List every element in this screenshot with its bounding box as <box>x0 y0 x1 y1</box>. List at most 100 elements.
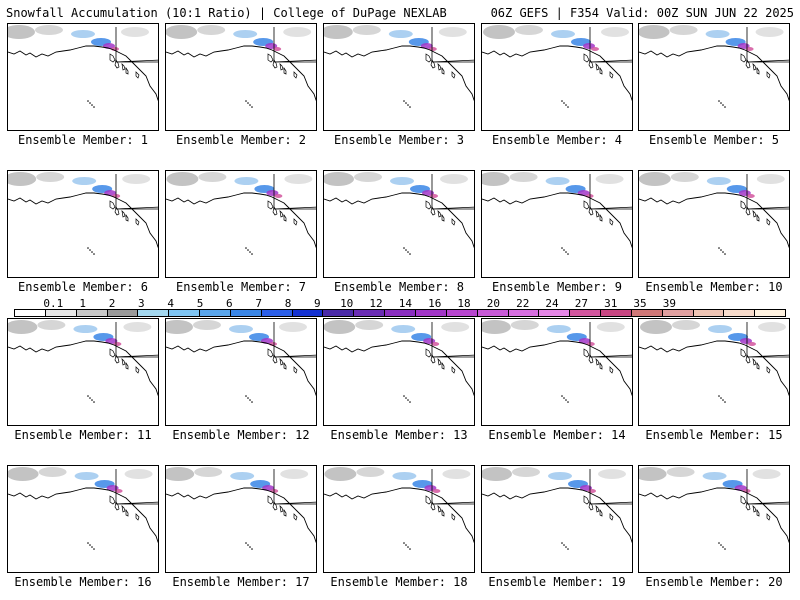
island-outline <box>599 508 603 517</box>
hawaii-island <box>91 251 93 253</box>
hawaii-island <box>561 100 563 102</box>
ensemble-member-label: Ensemble Member: 6 <box>17 280 149 294</box>
island-outline <box>752 504 757 513</box>
colorbar-tick-label: 10 <box>340 297 354 310</box>
hawaii-island <box>567 106 569 108</box>
hawaii-island <box>245 395 247 397</box>
hawaii-island <box>722 399 724 401</box>
colorbar-tick-label: 12 <box>369 297 383 310</box>
political-borders <box>115 174 158 210</box>
hawaii-island <box>405 249 407 251</box>
hawaii-island <box>247 397 249 399</box>
hawaii-island <box>407 104 409 106</box>
island-outline <box>272 206 278 216</box>
hawaii-island <box>245 542 247 544</box>
island-outline <box>293 71 298 79</box>
ensemble-map-panel <box>7 318 159 426</box>
ensemble-member-label: Ensemble Member: 19 <box>488 575 626 589</box>
island-outline <box>114 59 120 69</box>
snowfall-shading <box>8 172 151 198</box>
ensemble-member-label: Ensemble Member: 5 <box>648 133 780 147</box>
hawaii-island <box>561 542 563 544</box>
island-outline <box>745 206 751 216</box>
island-outline <box>267 200 274 210</box>
map-svg <box>482 467 632 550</box>
hawaii-island <box>567 253 569 255</box>
hawaii-island <box>718 395 720 397</box>
island-outline <box>740 53 747 63</box>
hawaii-island <box>724 548 726 550</box>
colorbar-swatch <box>446 310 478 316</box>
coastline <box>482 487 632 544</box>
political-borders <box>746 174 789 210</box>
colorbar-swatch <box>138 310 170 316</box>
ensemble-map-panel <box>323 318 475 426</box>
colorbar-tick-label: 14 <box>398 297 412 310</box>
island-outline <box>425 53 432 63</box>
hawaii-island <box>245 100 247 102</box>
island-outline <box>766 366 771 374</box>
colorbar-swatch <box>76 310 108 316</box>
island-outline <box>752 357 757 366</box>
hawaii-island <box>403 247 405 249</box>
island-outline <box>599 213 603 222</box>
island-outline <box>430 354 436 364</box>
island-outline <box>135 366 140 374</box>
coastline <box>482 340 632 397</box>
island-outline <box>441 213 445 222</box>
political-borders <box>431 174 474 210</box>
map-svg <box>639 25 789 108</box>
colorbar-swatch <box>415 310 447 316</box>
political-borders <box>273 469 316 505</box>
hawaii-island <box>720 397 722 399</box>
ensemble-map-panel <box>638 465 790 573</box>
political-borders <box>589 469 632 505</box>
colorbar-tick-label: 24 <box>545 297 559 310</box>
ensemble-map-panel <box>165 170 317 278</box>
island-outline <box>121 357 126 366</box>
colorbar-swatch <box>15 310 46 316</box>
island-outline <box>121 62 126 71</box>
ensemble-map-panel <box>165 318 317 426</box>
island-outline <box>599 361 603 370</box>
political-borders <box>589 174 632 210</box>
island-outline <box>451 513 456 521</box>
map-svg <box>324 172 474 255</box>
political-borders <box>746 27 789 63</box>
hawaii-island <box>89 544 91 546</box>
island-outline <box>752 209 757 218</box>
island-outline <box>430 206 436 216</box>
colorbar-swatch <box>724 310 756 316</box>
hawaii-island <box>409 106 411 108</box>
snowfall-shading <box>482 172 624 198</box>
header: Snowfall Accumulation (10:1 Ratio) | Col… <box>0 0 800 22</box>
coastline <box>639 340 789 397</box>
colorbar-tick-label: 7 <box>255 297 262 310</box>
island-outline <box>451 218 456 226</box>
political-borders <box>431 322 474 358</box>
colorbar-tick-label: 35 <box>633 297 647 310</box>
colorbar-tick-label: 3 <box>138 297 145 310</box>
colorbar-tick-label: 39 <box>662 297 677 310</box>
hawaii-island <box>722 104 724 106</box>
hawaii-island <box>405 102 407 104</box>
island-outline <box>766 513 771 521</box>
snowfall-shading <box>324 467 471 493</box>
island-outline <box>437 504 442 513</box>
map-svg <box>482 25 632 108</box>
hawaii-island <box>91 104 93 106</box>
island-outline <box>595 62 600 71</box>
island-outline <box>279 209 284 218</box>
political-borders <box>589 27 632 63</box>
hawaii-island <box>567 548 569 550</box>
hawaii-island <box>409 548 411 550</box>
snowfall-shading <box>640 320 786 346</box>
hawaii-island <box>89 249 91 251</box>
ensemble-member-label: Ensemble Member: 9 <box>491 280 623 294</box>
island-outline <box>583 200 590 210</box>
ensemble-map-panel <box>481 465 633 573</box>
island-outline <box>125 66 129 75</box>
colorbar-swatch <box>508 310 540 316</box>
map-svg <box>166 25 316 108</box>
colorbar-tick-label: 5 <box>196 297 204 310</box>
